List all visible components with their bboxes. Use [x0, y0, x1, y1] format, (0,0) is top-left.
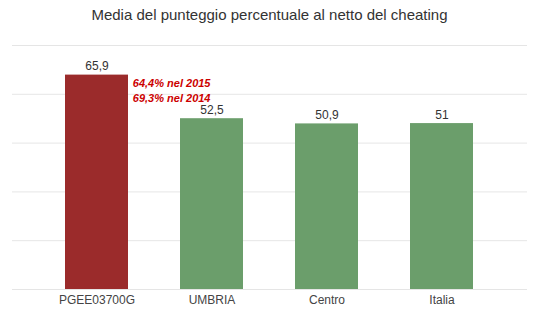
svg-text:Centro: Centro — [309, 293, 345, 307]
svg-text:50,9: 50,9 — [315, 108, 339, 122]
html-text:Media del punteggio percentual: Media del punteggio percentuale al netto… — [91, 6, 448, 23]
svg-text:UMBRIA: UMBRIA — [189, 293, 236, 307]
svg-text:51: 51 — [435, 108, 449, 122]
svg-text:52,5: 52,5 — [200, 103, 224, 117]
svg-text:65,9: 65,9 — [85, 59, 109, 73]
svg-text:PGEE03700G: PGEE03700G — [59, 293, 135, 307]
svg-text:Italia: Italia — [429, 293, 455, 307]
svg-text:69,3% nel 2014: 69,3% nel 2014 — [133, 92, 211, 104]
svg-text:64,4% nel 2015: 64,4% nel 2015 — [133, 77, 212, 89]
